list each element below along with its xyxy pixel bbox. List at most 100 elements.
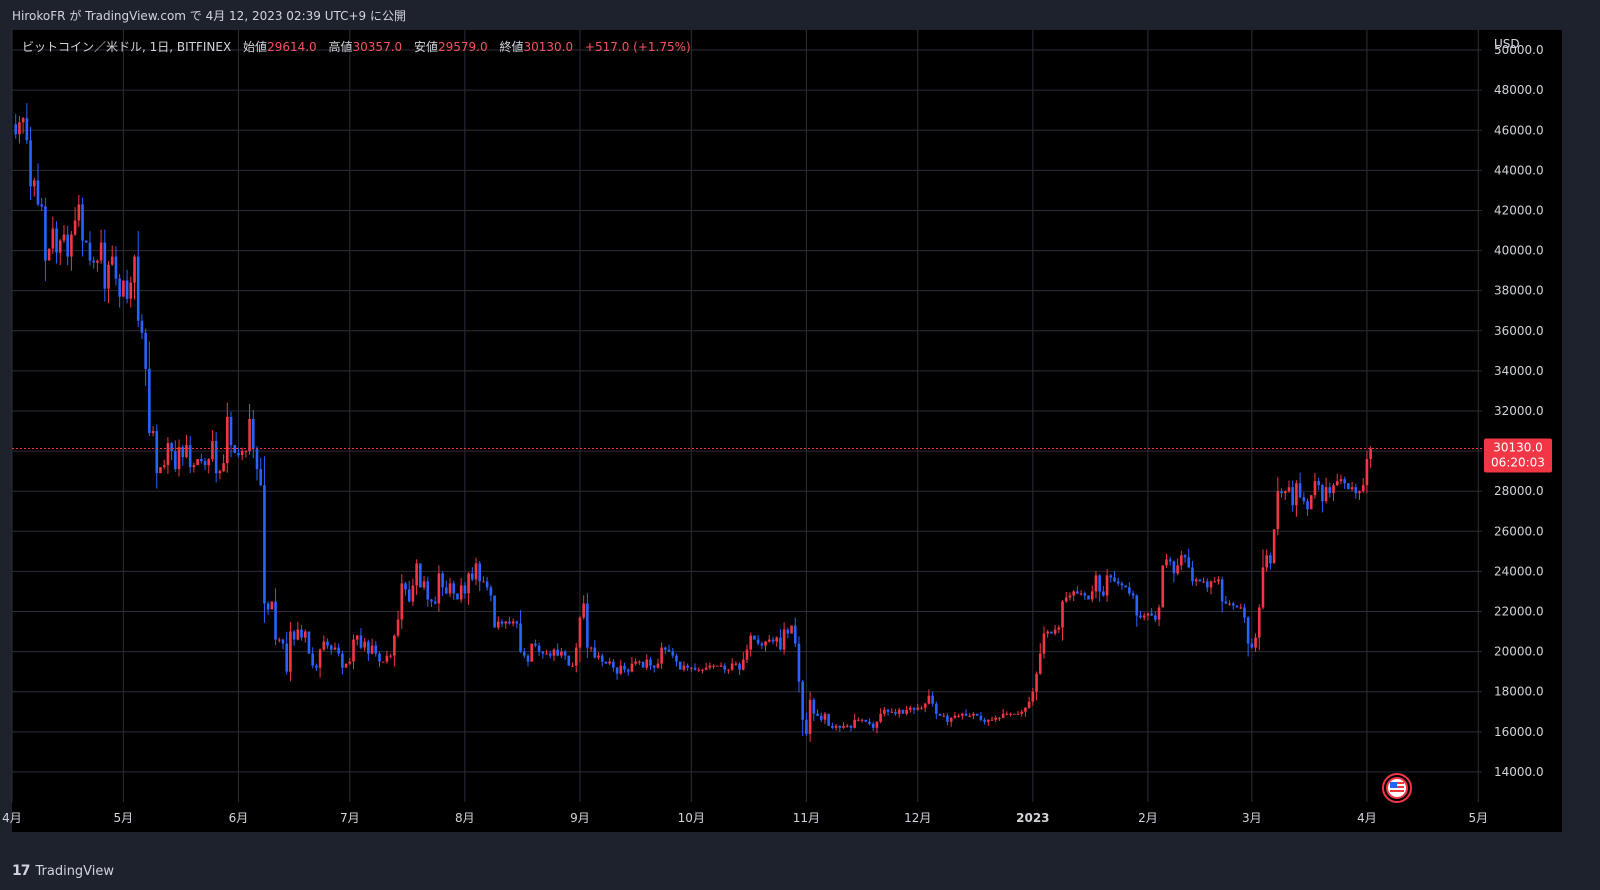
change-value: +517.0 (+1.75%) bbox=[584, 40, 691, 54]
candle-body bbox=[697, 669, 701, 671]
candle-body bbox=[1009, 713, 1012, 715]
candle-body bbox=[1243, 607, 1246, 618]
candle-body bbox=[853, 719, 856, 728]
us-flag-icon[interactable] bbox=[1382, 773, 1412, 803]
candle-body bbox=[1191, 567, 1194, 582]
price-axis[interactable]: 14000.0 16000.0 18000.0 20000.0 22000.0 24000… bbox=[1494, 43, 1544, 779]
candle-body bbox=[1113, 577, 1116, 582]
time-tick-label: 8月 bbox=[455, 811, 475, 825]
candle-body bbox=[1072, 591, 1075, 596]
candle-body bbox=[526, 655, 530, 662]
candle-body bbox=[192, 465, 196, 468]
close-label: 終値 bbox=[499, 40, 524, 54]
candle-body bbox=[445, 587, 448, 594]
candle-body bbox=[1295, 483, 1298, 506]
candle-body bbox=[975, 713, 979, 716]
candle-body bbox=[545, 653, 548, 655]
candle-body bbox=[556, 649, 559, 656]
candle-body bbox=[114, 256, 118, 279]
candle-body bbox=[1254, 637, 1257, 648]
candle-body bbox=[819, 715, 823, 720]
price-tick-label: 18000.0 bbox=[1494, 685, 1544, 699]
price-axis-currency[interactable]: USD bbox=[1494, 37, 1520, 51]
footer-brand[interactable]: 17 TradingView bbox=[0, 852, 412, 890]
candle-body bbox=[500, 621, 504, 624]
candle-body bbox=[266, 603, 270, 610]
candle-body bbox=[868, 721, 871, 724]
candle-body bbox=[534, 643, 537, 646]
publish-header: HirokoFR が TradingView.com で 4月 12, 2023… bbox=[0, 0, 1600, 32]
candle-body bbox=[485, 581, 489, 588]
chart-background bbox=[12, 30, 1482, 802]
candle-body bbox=[1283, 491, 1287, 494]
candle-body bbox=[1220, 579, 1224, 602]
candle-body bbox=[1057, 627, 1061, 630]
candle-body bbox=[355, 635, 359, 640]
candle-body bbox=[522, 651, 526, 656]
time-tick-label: 4月 bbox=[1357, 811, 1377, 825]
candle-body bbox=[764, 641, 767, 646]
time-tick-label: 12月 bbox=[904, 811, 931, 825]
candle-body bbox=[935, 703, 938, 714]
candle-body bbox=[240, 451, 244, 456]
time-tick-label: 2023 bbox=[1016, 811, 1049, 825]
candle-body bbox=[801, 681, 804, 720]
time-tick-label: 7月 bbox=[340, 811, 360, 825]
candle-body bbox=[1079, 593, 1083, 595]
candle-body bbox=[749, 635, 753, 650]
candle-body bbox=[912, 707, 916, 710]
candle-body bbox=[897, 709, 901, 714]
candle-body bbox=[626, 669, 630, 672]
price-tick-label: 40000.0 bbox=[1494, 244, 1544, 258]
candle-body bbox=[775, 637, 778, 642]
candle-body bbox=[600, 655, 604, 662]
candle-body bbox=[1135, 595, 1139, 616]
candle-body bbox=[753, 635, 756, 640]
candle-body bbox=[541, 651, 545, 654]
candle-body bbox=[1105, 575, 1109, 596]
price-tick-label: 48000.0 bbox=[1494, 83, 1544, 97]
candle-body bbox=[1246, 617, 1250, 644]
candle-body bbox=[593, 647, 597, 658]
candle-body bbox=[716, 665, 719, 667]
candle-body bbox=[1213, 581, 1217, 583]
publish-info: が TradingView.com で 4月 12, 2023 02:39 UT… bbox=[69, 9, 406, 23]
symbol-title[interactable]: ビットコイン／米ドル, 1日, BITFINEX bbox=[22, 40, 232, 54]
candle-body bbox=[1020, 711, 1023, 714]
candle-body bbox=[18, 122, 21, 135]
candle-body bbox=[296, 629, 300, 640]
candle-body bbox=[741, 659, 745, 670]
candle-body bbox=[1217, 579, 1220, 582]
candle-body bbox=[1339, 479, 1343, 482]
candle-body bbox=[329, 645, 333, 650]
bar-countdown: 06:20:03 bbox=[1491, 455, 1545, 469]
candle-body bbox=[263, 485, 266, 604]
candle-body bbox=[92, 260, 95, 263]
price-tick-label: 26000.0 bbox=[1494, 524, 1544, 538]
candle-body bbox=[883, 709, 886, 714]
candle-body bbox=[690, 667, 693, 669]
candle-body bbox=[367, 641, 370, 654]
candle-body bbox=[448, 583, 452, 594]
candle-body bbox=[931, 695, 934, 704]
low-label: 安値 bbox=[413, 40, 438, 54]
candle-body bbox=[1324, 487, 1328, 502]
price-tick-label: 44000.0 bbox=[1494, 163, 1544, 177]
candle-body bbox=[1272, 529, 1276, 564]
candle-body bbox=[953, 715, 957, 718]
candle-body bbox=[170, 443, 173, 452]
candle-body bbox=[482, 581, 485, 583]
price-tick-label: 42000.0 bbox=[1494, 203, 1544, 217]
time-axis[interactable]: 4月 5月 6月 7月 8月 9月 10月 11月 12月 2023 2月 3月 4月 5月 bbox=[2, 811, 1488, 825]
candle-body bbox=[162, 465, 166, 468]
candle-body bbox=[1005, 713, 1009, 715]
candle-body bbox=[1150, 613, 1153, 616]
candle-body bbox=[1306, 501, 1309, 510]
author-name[interactable]: HirokoFR bbox=[12, 9, 66, 23]
candle-body bbox=[1209, 581, 1213, 588]
candle-body bbox=[857, 719, 860, 721]
candle-body bbox=[1187, 557, 1191, 568]
candle-body bbox=[1313, 481, 1317, 496]
symbol-legend[interactable]: ビットコイン／米ドル, 1日, BITFINEX 始値29614.0 高値303… bbox=[22, 38, 691, 55]
